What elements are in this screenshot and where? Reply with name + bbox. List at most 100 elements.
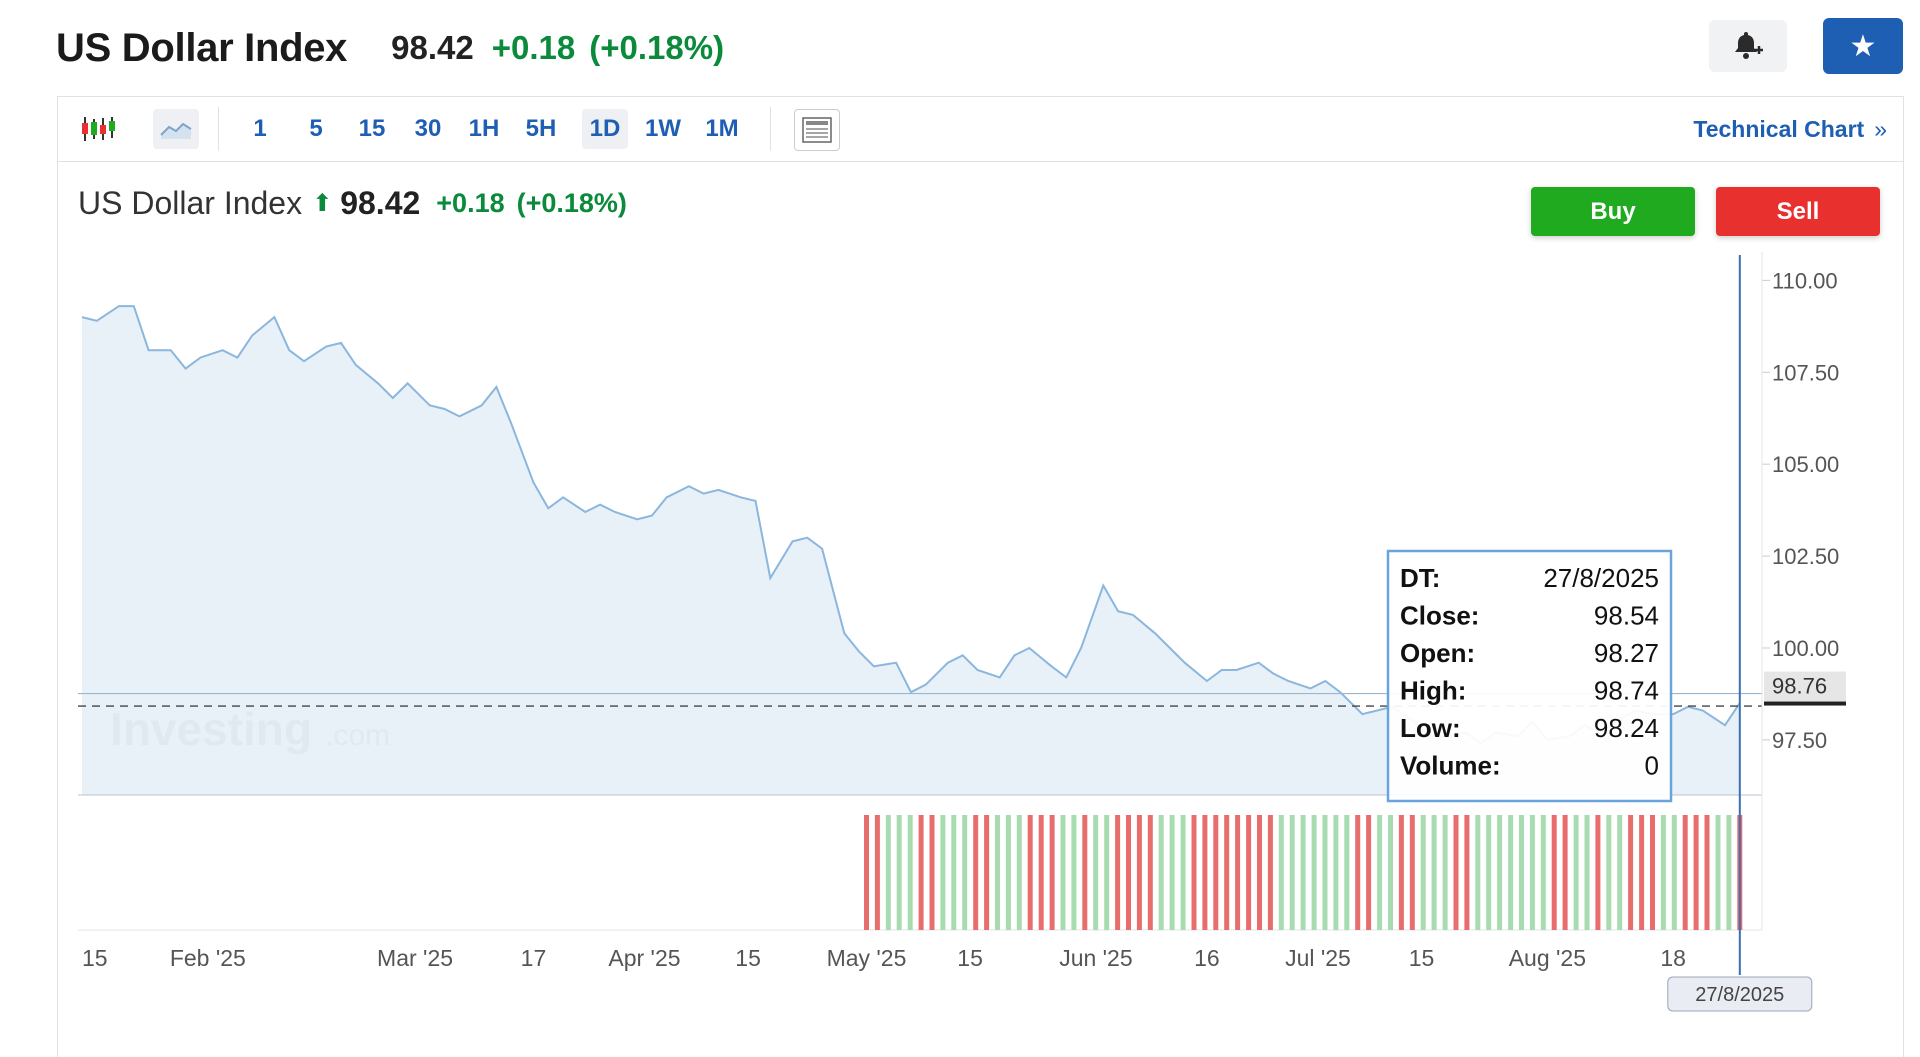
chart-instrument-name: US Dollar Index: [78, 184, 303, 221]
chart-title: US Dollar Index ⬆ 98.42 +0.18 (+0.18%): [78, 178, 627, 228]
x-tick-label: Mar '25: [377, 945, 453, 971]
chart-change-pct: (+0.18%): [516, 187, 627, 218]
volume-bar: [1671, 815, 1677, 930]
x-tick-label: 17: [521, 945, 547, 971]
interval-1w[interactable]: 1W: [645, 115, 681, 142]
layout-icon[interactable]: [794, 109, 840, 151]
volume-bar: [1202, 815, 1208, 930]
volume-bar: [1551, 815, 1557, 930]
x-tick-label: 15: [957, 945, 983, 971]
x-tick-label: May '25: [827, 945, 907, 971]
volume-bar: [907, 815, 913, 930]
volume-bar: [995, 815, 1000, 930]
interval-30[interactable]: 30: [414, 115, 442, 142]
tooltip-value: 98.74: [1594, 676, 1659, 706]
x-tick-label: 18: [1660, 945, 1686, 971]
volume-bar: [1093, 815, 1099, 930]
volume-bar: [1682, 815, 1688, 930]
volume-bar: [1322, 815, 1328, 930]
volume-bar: [1246, 815, 1252, 930]
volume-bar: [1147, 815, 1153, 930]
volume-bar: [940, 815, 946, 930]
x-tick-label: 15: [735, 945, 761, 971]
volume-bar: [1235, 815, 1241, 930]
page-header: US Dollar Index 98.42 +0.18 (+0.18%): [56, 18, 724, 78]
chart-panel: 1 5 15 30 1H 5H 1D 1W 1M Technical Chart…: [57, 96, 1904, 1057]
volume-bar: [1398, 815, 1404, 930]
tooltip-label: Open:: [1400, 638, 1475, 668]
star-icon: ★: [1849, 29, 1877, 63]
volume-bar: [1038, 815, 1044, 930]
current-price-label: 98.76: [1772, 674, 1827, 699]
volume-bar: [929, 815, 935, 930]
technical-chart-label: Technical Chart: [1693, 115, 1865, 142]
volume-bar: [1486, 815, 1492, 930]
y-tick-label: 107.50: [1772, 360, 1839, 385]
x-tick-label: Aug '25: [1509, 945, 1586, 971]
tooltip-label: High:: [1400, 676, 1466, 706]
price-change-pct: (+0.18%): [589, 29, 725, 66]
add-alert-button[interactable]: [1709, 20, 1787, 72]
volume-bar: [1409, 815, 1415, 930]
interval-1h[interactable]: 1H: [468, 115, 500, 142]
volume-bar: [1508, 815, 1514, 930]
tooltip-label: Volume:: [1400, 751, 1501, 781]
volume-bar: [1213, 815, 1219, 930]
volume-bar: [1650, 815, 1655, 930]
volume-bar: [1584, 815, 1590, 930]
buy-button[interactable]: Buy: [1531, 187, 1695, 236]
volume-bar: [1027, 815, 1033, 930]
volume-bar: [918, 815, 924, 930]
volume-bar: [1660, 815, 1666, 930]
interval-1[interactable]: 1: [253, 115, 267, 142]
up-arrow-icon: ⬆: [312, 189, 333, 217]
volume-bar: [1497, 815, 1503, 930]
y-tick-label: 100.00: [1772, 636, 1839, 661]
instrument-title: US Dollar Index: [56, 25, 348, 70]
volume-bar: [1431, 815, 1437, 930]
volume-bar: [1191, 815, 1197, 930]
volume-bar: [1060, 815, 1066, 930]
technical-chart-link[interactable]: Technical Chart »: [1693, 109, 1887, 149]
interval-1d[interactable]: 1D: [582, 109, 628, 149]
volume-bar: [1158, 815, 1164, 930]
volume-bar: [1540, 815, 1546, 930]
volume-bar: [1224, 815, 1230, 930]
area-chart-icon[interactable]: [153, 109, 199, 149]
crosshair-date-label: 27/8/2025: [1695, 984, 1784, 1006]
volume-bar: [1715, 815, 1721, 930]
interval-1m[interactable]: 1M: [705, 115, 739, 142]
x-tick-label: Jul '25: [1285, 945, 1351, 971]
volume-bar: [1136, 815, 1142, 930]
volume-bar: [1529, 815, 1535, 930]
volume-bar: [962, 815, 968, 930]
volume-bar: [1267, 815, 1273, 930]
volume-bar: [896, 815, 902, 930]
volume-bar: [1595, 815, 1601, 930]
x-tick-label: 16: [1194, 945, 1220, 971]
volume-bar: [1366, 815, 1372, 930]
sell-button[interactable]: Sell: [1716, 187, 1880, 236]
current-price-badge: [1764, 671, 1846, 702]
ohlc-tooltip: [1386, 549, 1673, 803]
tooltip-value: 27/8/2025: [1543, 563, 1659, 593]
volume-bar: [1388, 815, 1393, 930]
volume-bar: [1639, 815, 1645, 930]
price-chart[interactable]: Investing.com110.00107.50105.00102.50100…: [0, 0, 1920, 1035]
volume-bar: [1180, 815, 1186, 930]
volume-bar: [973, 815, 979, 930]
watchlist-button[interactable]: ★: [1823, 18, 1903, 74]
volume-bar: [1016, 815, 1022, 930]
volume-bar: [1726, 815, 1732, 930]
interval-15[interactable]: 15: [358, 115, 386, 142]
candlestick-icon[interactable]: [78, 109, 118, 149]
interval-5h[interactable]: 5H: [525, 115, 557, 142]
volume-bar: [1355, 815, 1361, 930]
y-tick-label: 105.00: [1772, 452, 1839, 477]
volume-bar: [1628, 815, 1634, 930]
interval-5[interactable]: 5: [309, 115, 323, 142]
y-tick-label: 102.50: [1772, 544, 1839, 569]
volume-bar: [1464, 815, 1470, 930]
volume-bar: [885, 815, 891, 930]
volume-bar: [874, 815, 880, 930]
